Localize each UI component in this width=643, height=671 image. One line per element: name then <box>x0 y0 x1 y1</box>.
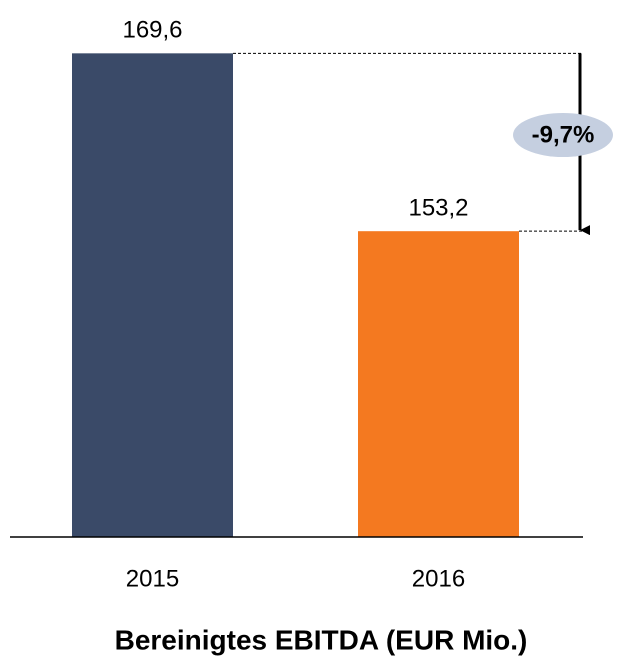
x-tick-label: 2016 <box>412 565 465 592</box>
chart-title: Bereinigtes EBITDA (EUR Mio.) <box>115 624 528 655</box>
value-label: 153,2 <box>408 195 468 222</box>
bar <box>358 231 519 538</box>
value-label: 169,6 <box>122 17 182 44</box>
bar <box>72 53 233 538</box>
x-tick-label: 2015 <box>126 565 179 592</box>
annotation-badge <box>513 113 613 157</box>
annotation: -9,7% <box>532 121 595 148</box>
